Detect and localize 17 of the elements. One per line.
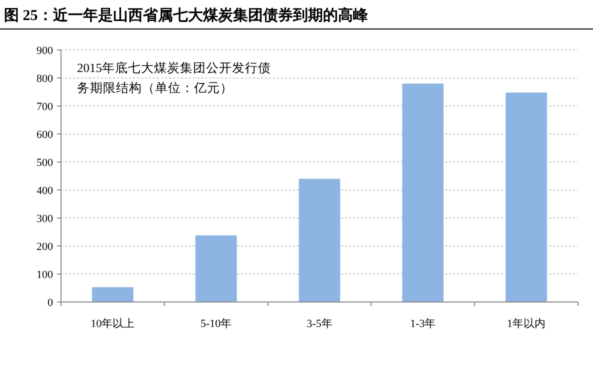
y-tick-label: 800 — [36, 73, 54, 85]
y-tick-label: 700 — [36, 101, 54, 113]
y-tick-label: 500 — [36, 157, 54, 169]
x-tick-label: 10年以上 — [90, 317, 135, 330]
y-tick-label: 900 — [36, 45, 54, 57]
y-tick-label: 600 — [36, 129, 54, 141]
chart-title: 图 25：近一年是山西省属七大煤炭集团债券到期的高峰 — [4, 6, 369, 24]
y-tick-label: 300 — [36, 213, 54, 225]
annotation: 2015年底七大煤炭集团公开发行债务期限结构（单位：亿元） — [77, 61, 271, 95]
y-tick-label: 400 — [36, 185, 54, 197]
x-tick-label: 1-3年 — [410, 318, 436, 330]
y-tick-label: 100 — [36, 269, 54, 281]
x-tick-label: 3-5年 — [306, 318, 332, 330]
x-tick-label: 1年以内 — [507, 317, 546, 330]
x-tick-label: 5-10年 — [200, 318, 232, 330]
y-tick-label: 0 — [48, 297, 54, 309]
y-tick-label: 200 — [36, 241, 54, 253]
